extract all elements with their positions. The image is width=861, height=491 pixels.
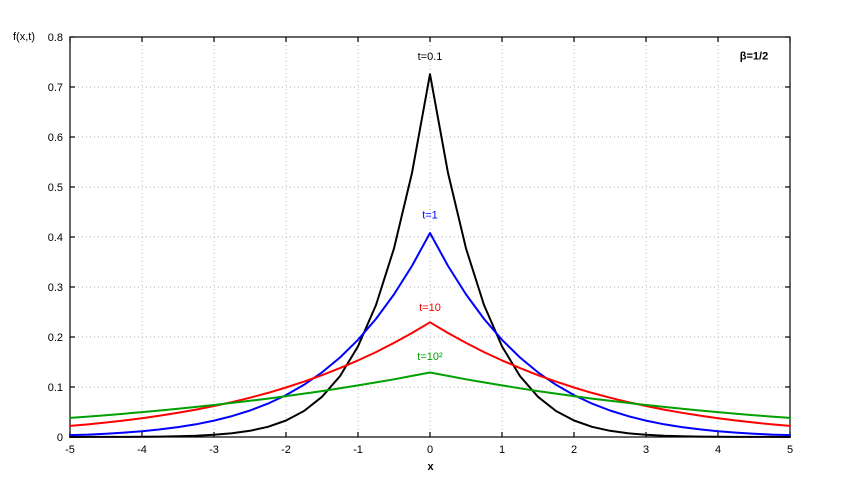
curve-t-1 [69, 232, 791, 437]
curve-label-t-10-2: t=10² [417, 351, 443, 363]
x-tick-label: -1 [353, 444, 363, 456]
curve-t-10 [69, 321, 791, 427]
y-axis-label: f(x,t) [13, 31, 35, 43]
x-tick-label: 4 [715, 444, 721, 456]
curve-label-t-0-1: t=0.1 [418, 51, 443, 63]
curve-label-t-1: t=1 [422, 210, 438, 222]
curve-t-10-2 [69, 371, 791, 419]
x-axis-label: x [427, 461, 434, 473]
y-tick-label: 0.5 [48, 182, 63, 194]
x-tick-label: -3 [209, 444, 219, 456]
y-tick-label: 0.7 [48, 82, 63, 94]
y-tick-label: 0.8 [48, 32, 63, 44]
x-tick-label: -2 [281, 444, 291, 456]
x-tick-label: 0 [427, 444, 433, 456]
x-tick-label: -4 [137, 444, 147, 456]
y-tick-label: 0.2 [48, 332, 63, 344]
x-tick-label: 2 [571, 444, 577, 456]
y-tick-label: 0 [57, 432, 63, 444]
x-tick-label: 3 [643, 444, 649, 456]
x-tick-label: 1 [499, 444, 505, 456]
beta-annotation: β=1/2 [740, 51, 768, 63]
curve-label-t-10: t=10 [419, 302, 441, 314]
y-tick-label: 0.3 [48, 282, 63, 294]
y-tick-label: 0.6 [48, 132, 63, 144]
y-tick-label: 0.4 [48, 232, 63, 244]
curve-t-0-1 [69, 73, 791, 438]
x-tick-label: -5 [65, 444, 75, 456]
x-tick-label: 5 [787, 444, 793, 456]
y-tick-label: 0.1 [48, 382, 63, 394]
